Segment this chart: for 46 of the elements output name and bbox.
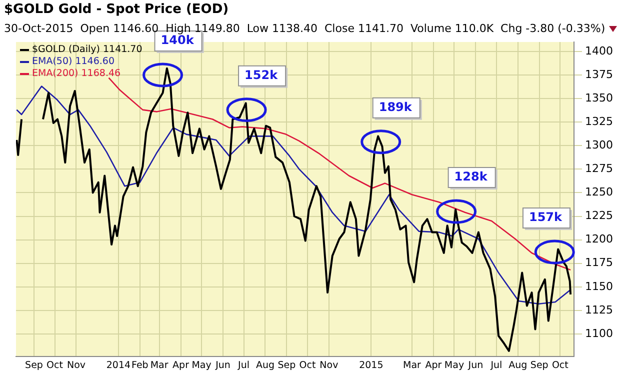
y-tick-label: 1250 [585, 186, 614, 199]
x-tick-label: Sep [25, 360, 43, 371]
x-tick-label: Jun [467, 360, 484, 371]
x-tick-label: Aug [508, 360, 528, 371]
x-tick-label: Apr [425, 360, 442, 371]
y-tick-label: 1400 [585, 44, 614, 58]
annotation: 152k [244, 68, 279, 82]
y-tick-label: 1375 [585, 68, 614, 81]
x-tick-label: Oct [46, 360, 64, 371]
x-tick-label: Sep [530, 360, 548, 371]
y-tick-label: 1325 [585, 114, 614, 128]
y-tick-label: 1225 [585, 209, 614, 222]
x-tick-label: May [444, 360, 464, 371]
annotation: 128k [454, 170, 488, 184]
y-tick-label: 1300 [585, 138, 614, 152]
x-tick-label: Sep [278, 360, 296, 371]
x-tick-label: 2014 [106, 360, 131, 371]
x-tick-label: Feb [132, 360, 148, 371]
y-tick-label: 1125 [585, 303, 614, 316]
x-tick-label: Oct [552, 360, 569, 371]
x-tick-label: 2015 [359, 360, 384, 371]
legend-label: EMA(50) 1146.60 [32, 56, 115, 68]
y-tick-label: 1350 [585, 91, 614, 104]
y-tick-label: 1150 [585, 280, 614, 293]
x-tick-label: Nov [66, 360, 86, 371]
chart-subtitle: 30-Oct-2015 Open 1146.60 High 1149.80 Low 1138.40 Close 1141.70 Volume 110.0K Chg -3.80 (-0.33%) [4, 22, 606, 35]
annotation: 140k [160, 33, 195, 48]
x-tick-label: Aug [256, 360, 275, 371]
y-tick-label: 1100 [585, 326, 614, 340]
y-tick-label: 1200 [585, 232, 614, 246]
x-tick-label: Oct [299, 360, 316, 371]
annotation: 157k [528, 210, 564, 224]
y-tick-label: 1175 [585, 256, 614, 270]
x-tick-label: Jul [237, 360, 250, 371]
x-tick-label: Mar [150, 360, 168, 371]
legend-label: EMA(200) 1168.46 [32, 68, 121, 80]
chart-title: $GOLD Gold - Spot Price (EOD) [4, 2, 229, 17]
x-tick-label: Apr [172, 360, 190, 371]
y-tick-label: 1275 [585, 162, 614, 176]
x-tick-label: May [192, 360, 212, 371]
legend-label: $GOLD (Daily) 1141.70 [32, 44, 142, 56]
annotation: 189k [378, 100, 413, 114]
x-tick-label: Jun [214, 360, 230, 371]
x-tick-label: Mar [403, 360, 422, 371]
x-tick-label: Jul [490, 360, 502, 371]
x-tick-label: Nov [320, 360, 339, 371]
